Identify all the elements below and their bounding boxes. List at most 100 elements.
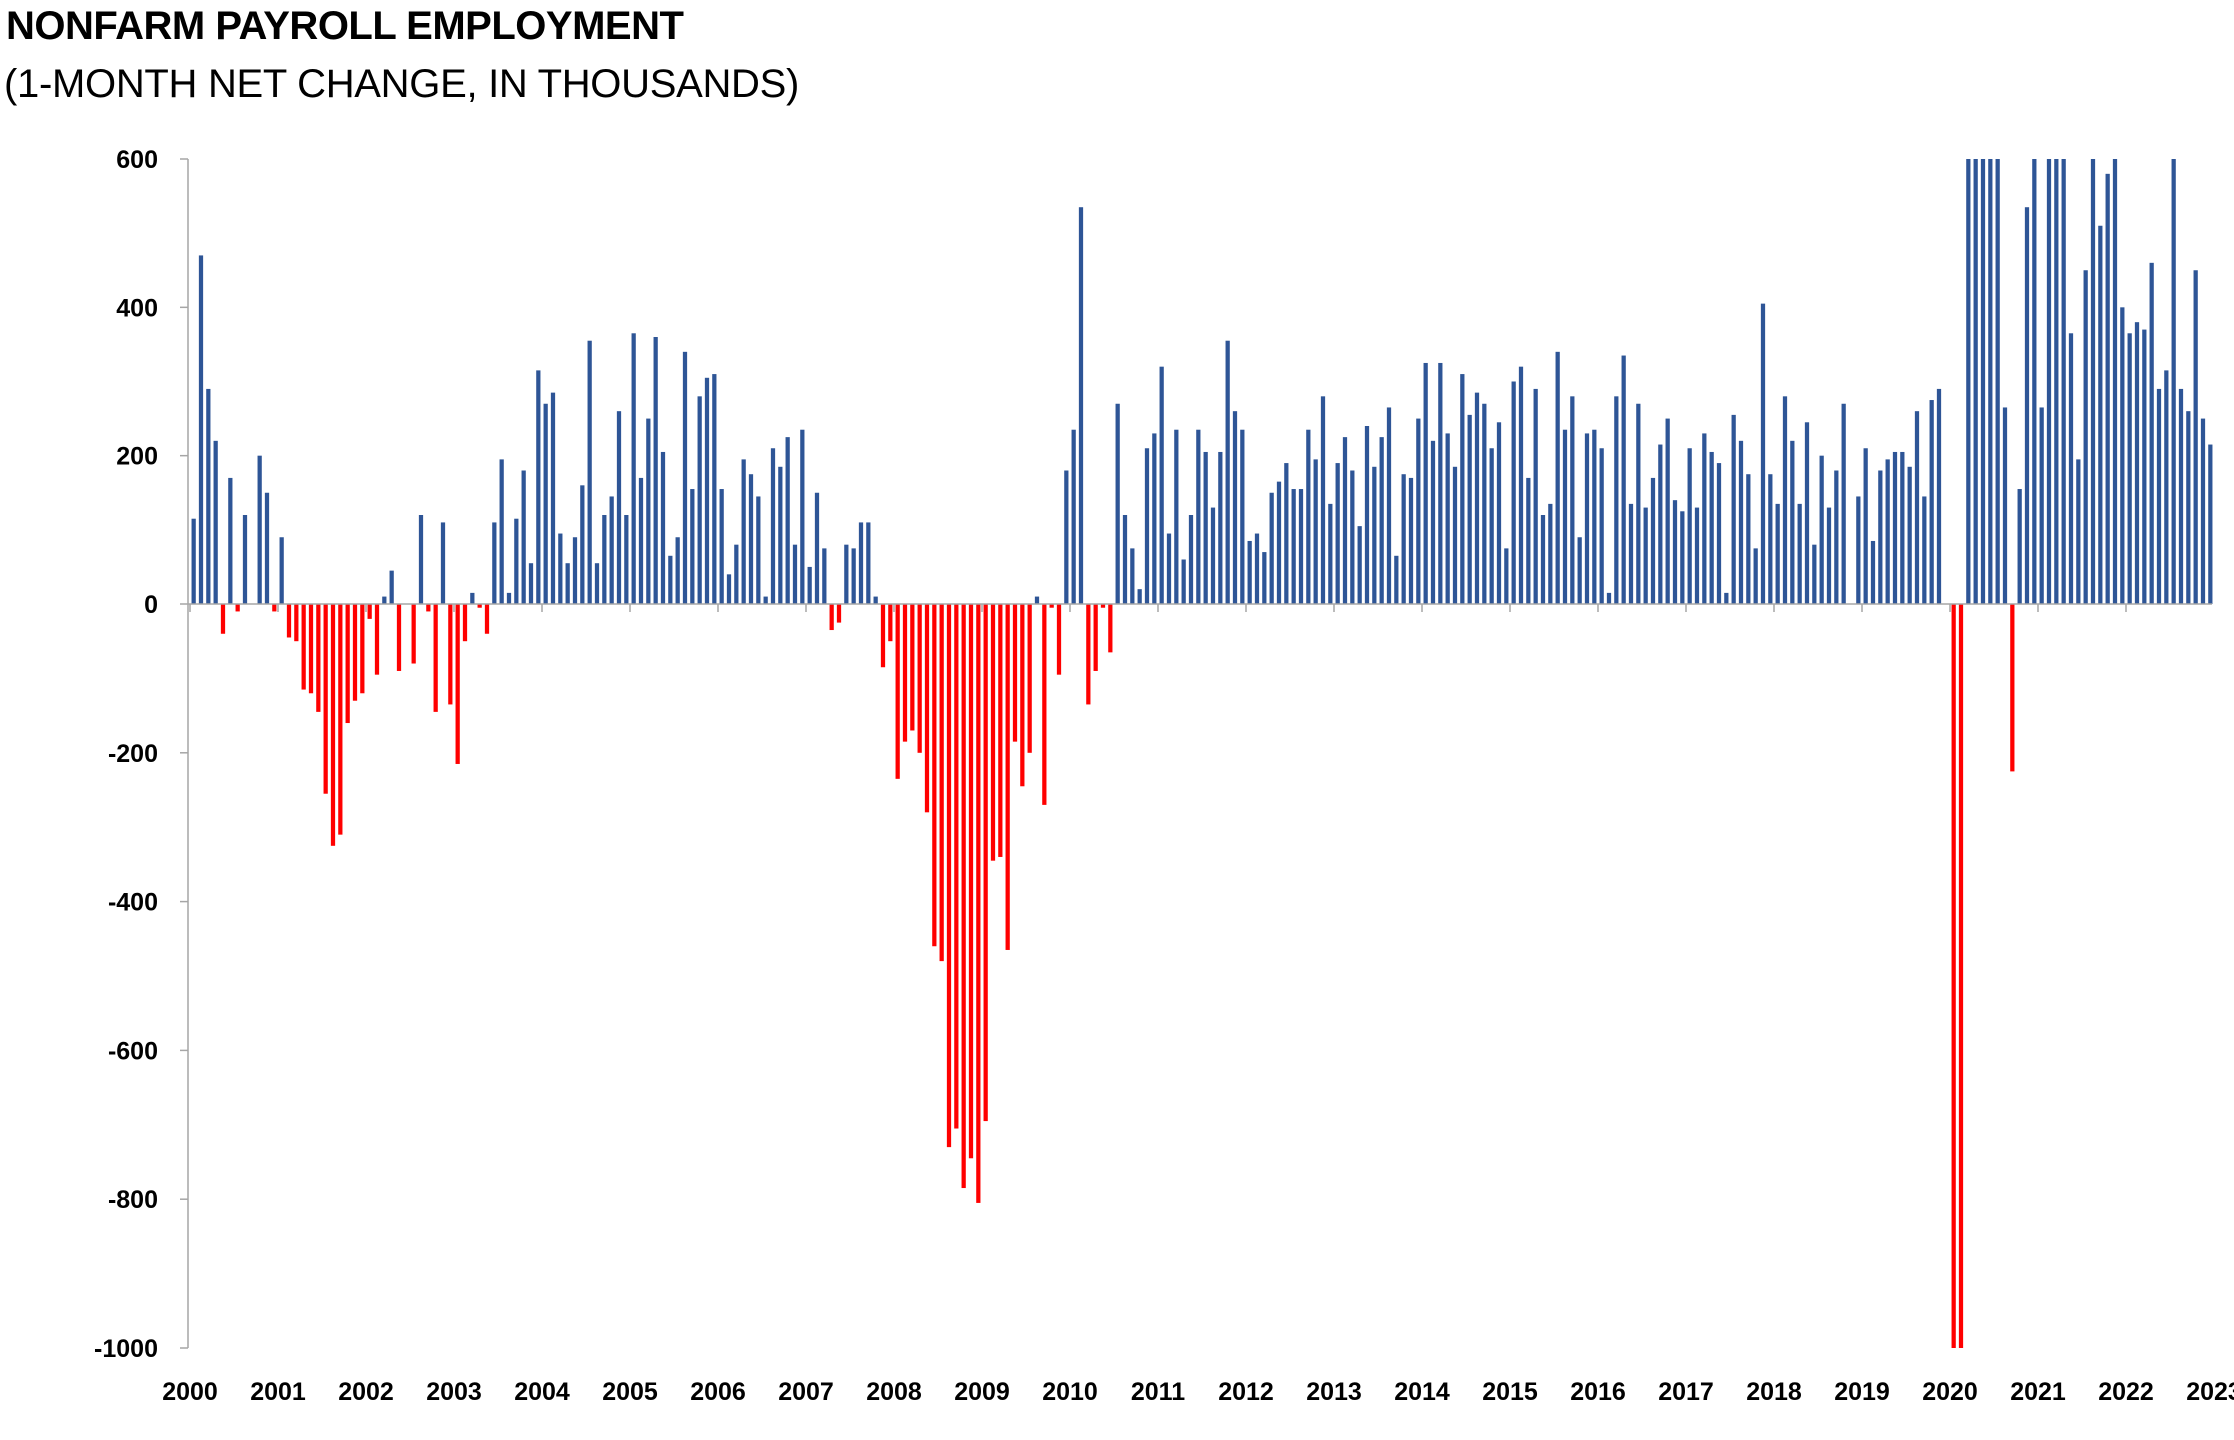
bar (1988, 159, 1993, 604)
bar (2149, 262, 2154, 604)
bar (1614, 396, 1619, 604)
bar (2142, 329, 2147, 604)
bar (360, 604, 365, 694)
x-tick-label: 2007 (778, 1378, 834, 1406)
bar (1768, 474, 1773, 604)
bar (910, 604, 915, 731)
x-tick-label: 2003 (426, 1378, 482, 1406)
bar (1056, 604, 1062, 675)
x-tick-label: 2012 (1218, 1378, 1274, 1406)
x-tick-label: 2016 (1570, 1378, 1626, 1406)
bar (1797, 503, 1802, 605)
bar (2186, 411, 2191, 604)
bar (352, 604, 358, 701)
bar (1467, 414, 1472, 605)
bar (954, 604, 959, 1129)
bar (1548, 503, 1553, 605)
bar (1870, 540, 1876, 604)
bar (2039, 407, 2044, 604)
bar (880, 604, 886, 668)
y-tick-label: 0 (144, 591, 158, 619)
y-tick-label: -200 (108, 740, 158, 768)
x-tick-label: 2005 (602, 1378, 658, 1406)
bar (1526, 477, 1531, 604)
bar (800, 429, 805, 604)
x-tick-label: 2004 (514, 1378, 570, 1406)
bar (778, 466, 783, 604)
bar (814, 492, 820, 604)
bar (1716, 463, 1722, 604)
bar (1210, 507, 1216, 604)
x-tick-label: 2015 (1482, 1378, 1538, 1406)
bar (1144, 448, 1150, 604)
bar (624, 515, 629, 604)
bar (228, 477, 233, 604)
bar (1284, 463, 1289, 604)
bar (866, 522, 871, 604)
bar (2134, 322, 2140, 604)
bar (1401, 474, 1406, 604)
bar (888, 604, 893, 642)
bar (1892, 451, 1898, 604)
bar (213, 440, 218, 604)
bar (1709, 451, 1714, 604)
bar (1042, 604, 1047, 805)
bar (946, 604, 952, 1148)
bar (587, 340, 592, 604)
bar (1680, 511, 1685, 604)
bar (1812, 544, 1817, 604)
bar (1738, 440, 1744, 604)
bar (1489, 448, 1494, 604)
bar (1702, 433, 1707, 604)
bar (1049, 604, 1054, 608)
bar (829, 604, 834, 631)
bar (448, 604, 453, 705)
bar (1005, 604, 1010, 950)
bar (1460, 374, 1465, 604)
bar (1746, 474, 1751, 604)
chart-title: NONFARM PAYROLL EMPLOYMENT (6, 4, 684, 48)
bar (1394, 555, 1399, 604)
bar (572, 537, 578, 604)
bar (1966, 159, 1971, 604)
bar (543, 403, 548, 604)
bar (1643, 507, 1648, 604)
bar (242, 515, 248, 604)
bar (1218, 451, 1223, 604)
bar (756, 496, 761, 604)
bar (2164, 370, 2169, 605)
bar (279, 537, 284, 604)
bar (2068, 333, 2074, 604)
bar (1438, 362, 1443, 604)
bar (1298, 489, 1304, 604)
bar (1665, 418, 1670, 604)
bar (1951, 604, 1956, 1348)
bar (844, 544, 849, 604)
bar (1408, 477, 1414, 604)
bar (257, 455, 262, 604)
bar (1980, 159, 1986, 604)
bar (1518, 366, 1524, 604)
bar (851, 548, 856, 605)
bar (594, 563, 600, 604)
bar (1122, 515, 1128, 604)
bar (631, 333, 636, 604)
bar (748, 474, 754, 604)
bar (220, 604, 226, 634)
bar (836, 604, 842, 623)
bar (470, 592, 475, 605)
bar (455, 604, 460, 764)
bar (873, 596, 878, 604)
x-tick-label: 2014 (1394, 1378, 1450, 1406)
bar (1753, 548, 1758, 605)
bar (1232, 411, 1238, 604)
bar (1577, 537, 1582, 604)
bar (2171, 159, 2176, 604)
bar (1034, 596, 1040, 604)
bar (1687, 448, 1692, 604)
bar (895, 604, 900, 779)
x-tick-label: 2010 (1042, 1378, 1098, 1406)
bar (1672, 500, 1678, 604)
bar (675, 537, 680, 604)
